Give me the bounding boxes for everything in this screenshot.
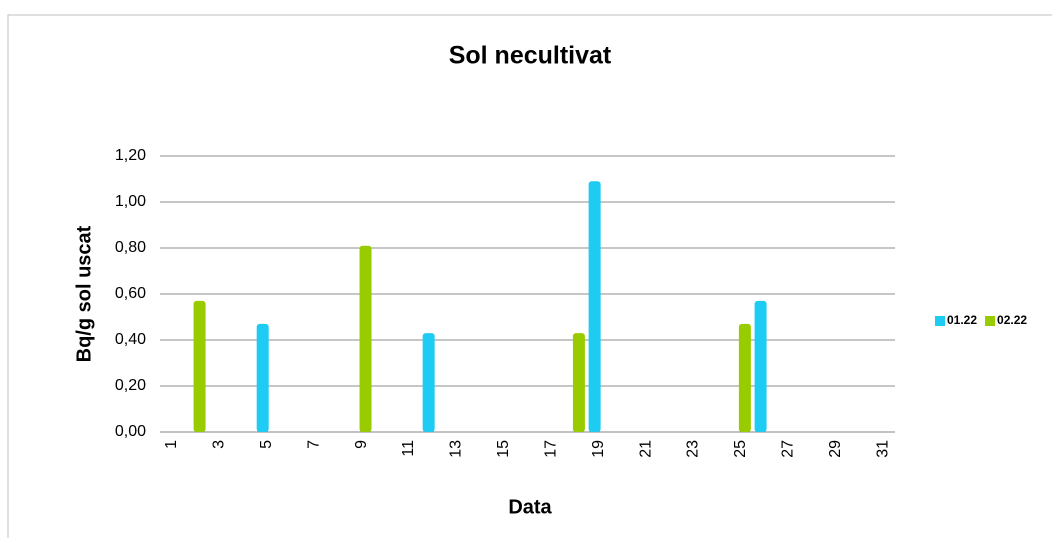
- x-tick-label: 13: [448, 440, 465, 458]
- x-tick-label: 9: [353, 440, 370, 449]
- bar: [256, 323, 269, 432]
- x-tick-label: 23: [685, 440, 702, 458]
- y-axis-label: Bq/g sol uscat: [73, 225, 95, 362]
- x-tick-label: 17: [542, 440, 559, 458]
- x-tick-label: 7: [305, 440, 322, 449]
- x-tick-label: 5: [258, 440, 275, 449]
- bar: [193, 300, 206, 432]
- legend-label: 01.22: [947, 313, 977, 327]
- y-tick-label: 1,20: [115, 147, 146, 164]
- bar: [738, 323, 751, 432]
- x-tick-label: 27: [780, 440, 797, 458]
- chart-frame: [7, 14, 1052, 538]
- x-axis-label: Data: [508, 496, 552, 518]
- x-tick-label: 19: [590, 440, 607, 458]
- legend-swatch: [985, 316, 996, 326]
- bar: [754, 300, 767, 432]
- x-tick-label: 1: [163, 440, 180, 449]
- bar: [359, 245, 372, 432]
- legend-label: 02.22: [997, 313, 1027, 327]
- x-tick-label: 15: [495, 440, 512, 458]
- x-tick-label: 11: [400, 440, 417, 457]
- y-tick-label: 0,40: [115, 331, 146, 348]
- y-tick-label: 0,00: [115, 423, 146, 440]
- x-tick-label: 3: [210, 440, 227, 449]
- x-tick-label: 21: [637, 440, 654, 458]
- x-tick-label: 29: [827, 440, 844, 458]
- bar: [588, 181, 601, 432]
- y-tick-label: 0,20: [115, 377, 146, 394]
- bar: [422, 333, 435, 432]
- y-tick-label: 0,60: [115, 285, 146, 302]
- x-tick-label: 31: [874, 440, 891, 458]
- y-tick-label: 0,80: [115, 239, 146, 256]
- legend-swatch: [935, 316, 945, 326]
- chart-title: Sol necultivat: [449, 42, 612, 70]
- x-tick-label: 25: [732, 440, 749, 458]
- y-tick-label: 1,00: [115, 193, 146, 210]
- bar: [572, 333, 585, 432]
